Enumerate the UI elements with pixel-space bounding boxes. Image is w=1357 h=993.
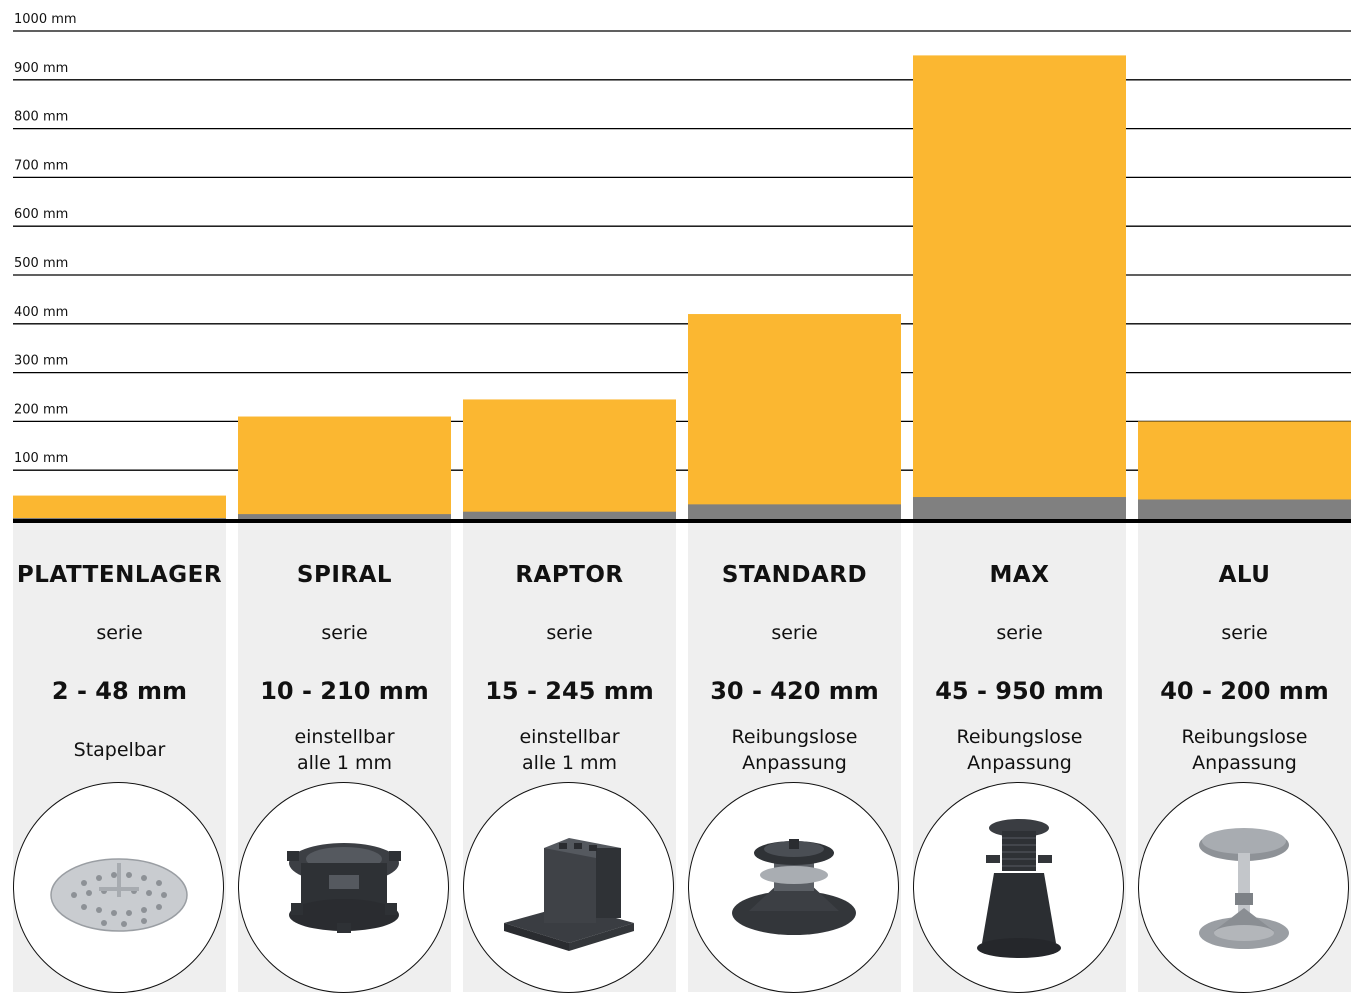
bar-max-plattenlager bbox=[13, 495, 226, 519]
column-range: 30 - 420 mm bbox=[710, 677, 879, 705]
alu-pedestal-icon bbox=[1138, 782, 1349, 993]
column-description: Reibungslose Anpassung bbox=[956, 726, 1083, 774]
column-description: Stapelbar bbox=[73, 739, 166, 761]
bar-min-raptor bbox=[463, 511, 676, 519]
column-serie: serie bbox=[1221, 622, 1268, 644]
y-tick-label: 600 mm bbox=[14, 207, 68, 222]
bar-min-standard bbox=[688, 504, 901, 519]
bar-max-max bbox=[913, 55, 1126, 520]
column-description: Reibungslose Anpassung bbox=[731, 726, 858, 774]
y-tick-label: 300 mm bbox=[14, 354, 68, 369]
column-description: Reibungslose Anpassung bbox=[1181, 726, 1308, 774]
column-name: ALU bbox=[1218, 562, 1271, 588]
column-description: einstellbar alle 1 mm bbox=[294, 726, 395, 774]
column-name: SPIRAL bbox=[296, 562, 393, 588]
y-tick-label: 100 mm bbox=[14, 451, 68, 466]
column-serie: serie bbox=[96, 622, 143, 644]
bar-min-plattenlager bbox=[13, 518, 226, 519]
y-tick-label: 700 mm bbox=[14, 158, 68, 173]
y-tick-label: 200 mm bbox=[14, 402, 68, 417]
column-range: 45 - 950 mm bbox=[935, 677, 1104, 705]
bar-min-max bbox=[913, 497, 1126, 519]
column-range: 15 - 245 mm bbox=[485, 677, 654, 705]
bar-min-alu bbox=[1138, 499, 1351, 519]
bar-max-standard bbox=[688, 314, 901, 519]
max-pedestal-icon bbox=[913, 782, 1124, 993]
column-serie: serie bbox=[996, 622, 1043, 644]
chart-baseline bbox=[13, 519, 1351, 523]
spiral-pedestal-icon bbox=[238, 782, 449, 993]
standard-pedestal-icon bbox=[688, 782, 899, 993]
column-description: einstellbar alle 1 mm bbox=[519, 726, 620, 774]
column-range: 10 - 210 mm bbox=[260, 677, 429, 705]
bar-min-spiral bbox=[238, 514, 451, 519]
bar-chart: 100 mm 200 mm 300 mm 400 mm 500 mm 600 mm 700 … bbox=[13, 12, 1351, 523]
y-tick-label: 800 mm bbox=[14, 110, 68, 125]
y-tick-label: 900 mm bbox=[14, 61, 68, 76]
column-range: 2 - 48 mm bbox=[51, 677, 188, 705]
column-serie: serie bbox=[546, 622, 593, 644]
column-name: PLATTENLAGER bbox=[16, 562, 223, 588]
y-tick-label: 500 mm bbox=[14, 256, 68, 271]
column-name: RAPTOR bbox=[515, 562, 624, 588]
bar-max-raptor bbox=[463, 399, 676, 519]
y-tick-label: 400 mm bbox=[14, 305, 68, 320]
raptor-pedestal-icon bbox=[463, 782, 674, 993]
y-tick-label: 1000 mm bbox=[14, 12, 77, 27]
column-range: 40 - 200 mm bbox=[1160, 677, 1329, 705]
perforated-disc-pad-icon bbox=[13, 782, 224, 993]
column-serie: serie bbox=[321, 622, 368, 644]
column-name: STANDARD bbox=[721, 562, 868, 588]
bar-max-spiral bbox=[238, 416, 451, 519]
column-name: MAX bbox=[989, 562, 1050, 588]
column-serie: serie bbox=[771, 622, 818, 644]
